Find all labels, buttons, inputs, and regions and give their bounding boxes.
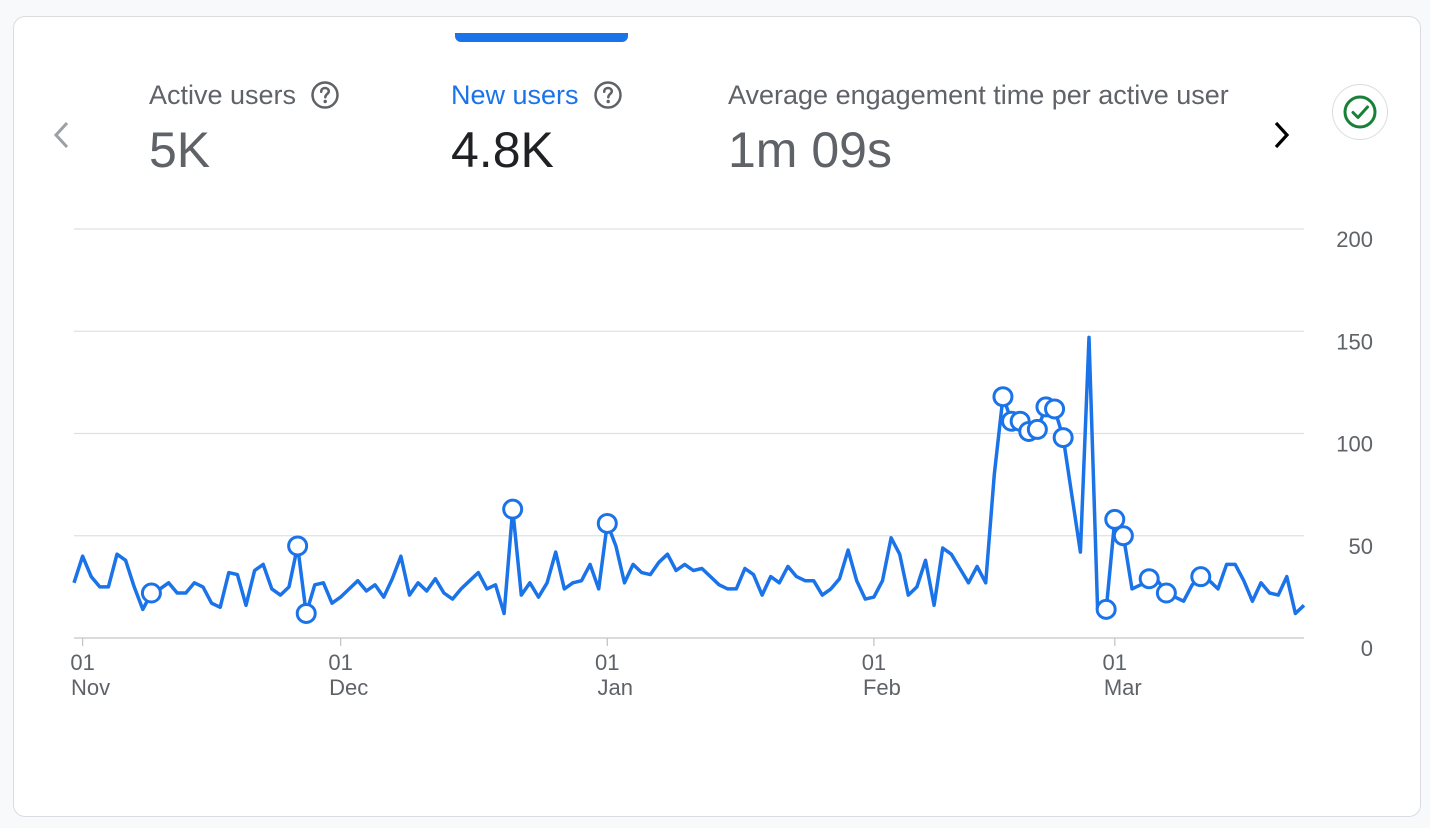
y-tick-label: 50 <box>1349 534 1373 559</box>
selected-tab-indicator <box>455 33 628 42</box>
x-tick-day-label: 01 <box>595 650 619 675</box>
y-tick-label: 0 <box>1361 636 1373 661</box>
data-point-marker <box>1104 508 1126 530</box>
metric-tab-new-users[interactable]: New users 4.8K <box>451 79 623 175</box>
data-point-marker <box>1052 427 1074 449</box>
data-point-marker <box>1190 566 1212 588</box>
data-point-marker <box>1155 582 1177 604</box>
y-tick-label: 200 <box>1336 227 1373 252</box>
metric-label: Active users <box>149 79 297 110</box>
x-tick-day-label: 01 <box>328 650 352 675</box>
data-point-marker <box>295 602 317 624</box>
metric-label: Average engagement time per active user <box>728 79 1229 110</box>
x-tick-month-label: Feb <box>863 675 901 700</box>
x-tick-month-label: Nov <box>71 675 110 700</box>
metric-tab-active-users[interactable]: Active users 5K <box>149 79 340 175</box>
x-tick-month-label: Mar <box>1104 675 1142 700</box>
metric-tab-avg-engagement-time[interactable]: Average engagement time per active user … <box>728 79 1246 176</box>
series-line <box>72 335 1306 616</box>
data-point-marker <box>1112 525 1134 547</box>
data-point-marker <box>1138 568 1160 590</box>
x-tick-day-label: 01 <box>862 650 886 675</box>
data-point-marker <box>140 582 162 604</box>
next-metrics-button[interactable] <box>1261 112 1301 158</box>
previous-metrics-button[interactable] <box>42 112 82 158</box>
x-tick-day-label: 01 <box>70 650 94 675</box>
data-quality-check-button[interactable] <box>1332 84 1388 140</box>
y-tick-label: 150 <box>1336 329 1373 354</box>
chevron-right-icon <box>1274 121 1290 149</box>
data-point-marker <box>287 535 309 557</box>
data-point-marker <box>502 498 524 520</box>
data-point-marker <box>596 512 618 534</box>
metric-label: New users <box>451 79 579 110</box>
metric-value: 1m 09s <box>728 122 892 175</box>
metric-value: 4.8K <box>451 122 554 178</box>
data-point-marker <box>1044 398 1066 420</box>
metrics-chart-card: Active users 5K New users 4.8K Average e… <box>13 16 1421 817</box>
x-tick-day-label: 01 <box>1103 650 1127 675</box>
check-circle-icon <box>1343 95 1377 129</box>
x-tick-month-label: Dec <box>329 675 368 700</box>
x-tick-month-label: Jan <box>598 675 633 700</box>
y-tick-label: 100 <box>1336 432 1373 457</box>
data-point-marker <box>1026 418 1048 440</box>
help-circle-icon[interactable] <box>310 80 340 110</box>
data-point-marker <box>1095 598 1117 620</box>
metric-value: 5K <box>149 122 211 178</box>
help-circle-icon[interactable] <box>593 80 623 110</box>
chevron-left-icon <box>53 121 69 149</box>
data-point-marker <box>992 386 1014 408</box>
